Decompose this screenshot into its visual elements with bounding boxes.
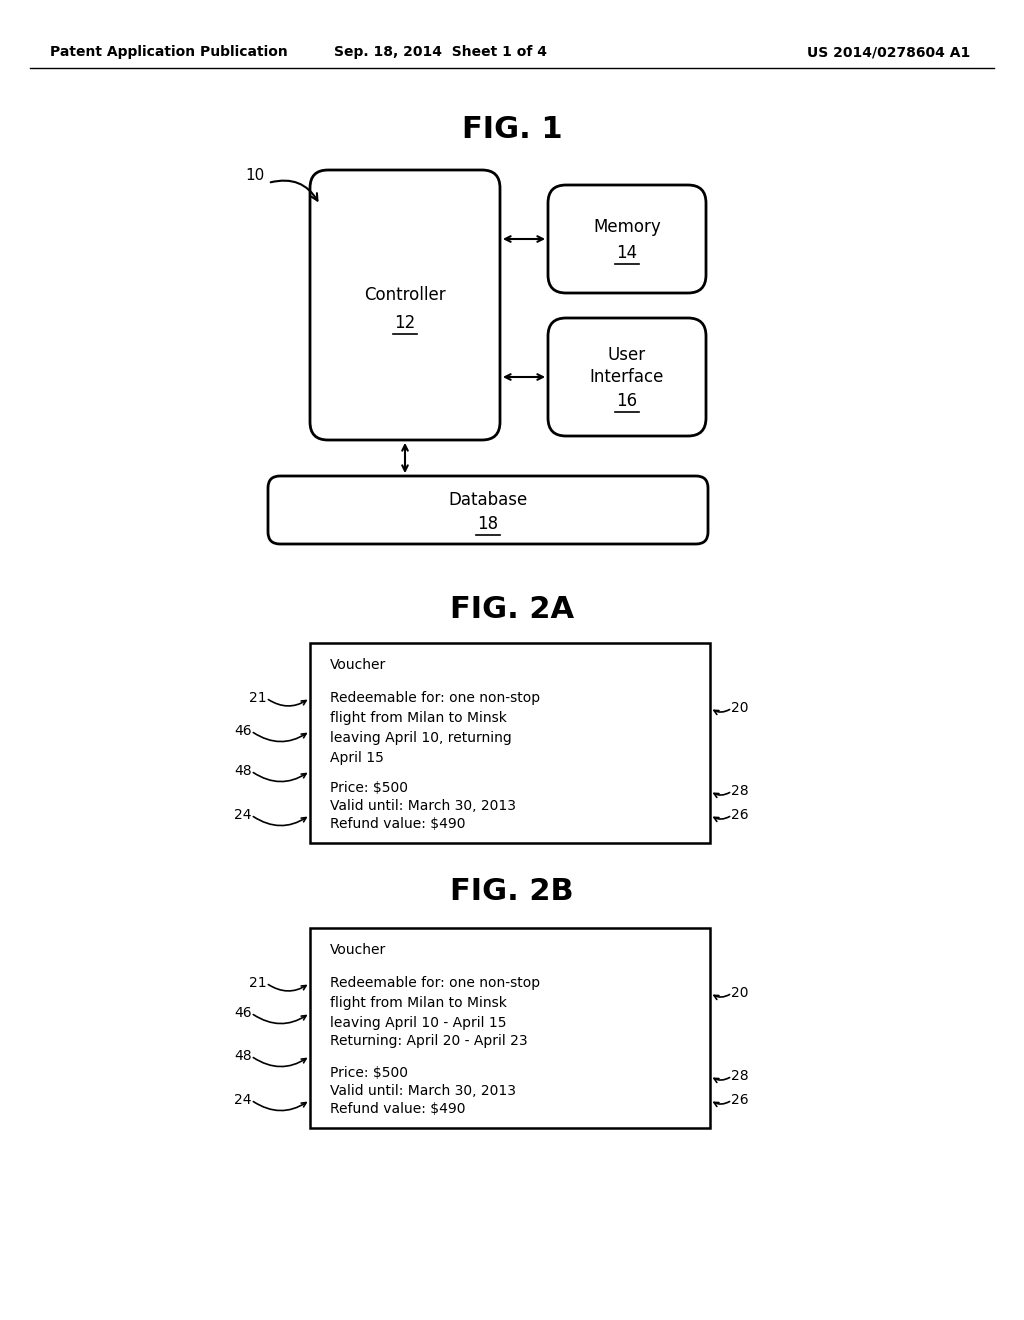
Text: FIG. 2B: FIG. 2B xyxy=(451,878,573,907)
Text: leaving April 10 - April 15: leaving April 10 - April 15 xyxy=(330,1016,507,1030)
Text: 21: 21 xyxy=(249,975,267,990)
Text: Patent Application Publication: Patent Application Publication xyxy=(50,45,288,59)
FancyBboxPatch shape xyxy=(548,318,706,436)
Text: Voucher: Voucher xyxy=(330,657,386,672)
Text: 46: 46 xyxy=(234,723,252,738)
Text: US 2014/0278604 A1: US 2014/0278604 A1 xyxy=(807,45,970,59)
Text: 48: 48 xyxy=(234,1049,252,1063)
Text: 28: 28 xyxy=(731,1069,749,1082)
Text: Redeemable for: one non-stop: Redeemable for: one non-stop xyxy=(330,690,540,705)
Text: Redeemable for: one non-stop: Redeemable for: one non-stop xyxy=(330,975,540,990)
Text: Interface: Interface xyxy=(590,368,665,385)
Text: 12: 12 xyxy=(394,314,416,333)
Text: Voucher: Voucher xyxy=(330,942,386,957)
Text: Refund value: $490: Refund value: $490 xyxy=(330,1102,466,1115)
Text: Memory: Memory xyxy=(593,218,660,236)
Text: 48: 48 xyxy=(234,764,252,777)
Text: 24: 24 xyxy=(234,808,252,822)
Text: 18: 18 xyxy=(477,515,499,533)
Text: leaving April 10, returning: leaving April 10, returning xyxy=(330,731,512,744)
Text: Refund value: $490: Refund value: $490 xyxy=(330,817,466,832)
FancyBboxPatch shape xyxy=(310,170,500,440)
Text: 16: 16 xyxy=(616,392,638,411)
Text: Price: $500: Price: $500 xyxy=(330,781,408,795)
Text: 20: 20 xyxy=(731,986,749,1001)
Text: Returning: April 20 - April 23: Returning: April 20 - April 23 xyxy=(330,1034,527,1048)
Text: 24: 24 xyxy=(234,1093,252,1107)
Text: Controller: Controller xyxy=(365,286,445,304)
Text: flight from Milan to Minsk: flight from Milan to Minsk xyxy=(330,711,507,725)
Text: User: User xyxy=(608,346,646,364)
Text: Valid until: March 30, 2013: Valid until: March 30, 2013 xyxy=(330,1084,516,1098)
Text: 26: 26 xyxy=(731,808,749,822)
FancyBboxPatch shape xyxy=(268,477,708,544)
Text: Valid until: March 30, 2013: Valid until: March 30, 2013 xyxy=(330,799,516,813)
Text: Price: $500: Price: $500 xyxy=(330,1067,408,1080)
Text: flight from Milan to Minsk: flight from Milan to Minsk xyxy=(330,997,507,1010)
Text: 10: 10 xyxy=(246,168,264,182)
Text: FIG. 1: FIG. 1 xyxy=(462,116,562,144)
Text: Sep. 18, 2014  Sheet 1 of 4: Sep. 18, 2014 Sheet 1 of 4 xyxy=(334,45,547,59)
Text: 26: 26 xyxy=(731,1093,749,1107)
Text: Database: Database xyxy=(449,491,527,510)
Text: 20: 20 xyxy=(731,701,749,715)
Text: 14: 14 xyxy=(616,244,638,261)
Text: 46: 46 xyxy=(234,1006,252,1020)
Text: 28: 28 xyxy=(731,784,749,799)
Bar xyxy=(310,643,710,843)
Text: April 15: April 15 xyxy=(330,751,384,766)
Bar xyxy=(310,928,710,1129)
Text: FIG. 2A: FIG. 2A xyxy=(450,595,574,624)
Text: 21: 21 xyxy=(249,690,267,705)
FancyBboxPatch shape xyxy=(548,185,706,293)
